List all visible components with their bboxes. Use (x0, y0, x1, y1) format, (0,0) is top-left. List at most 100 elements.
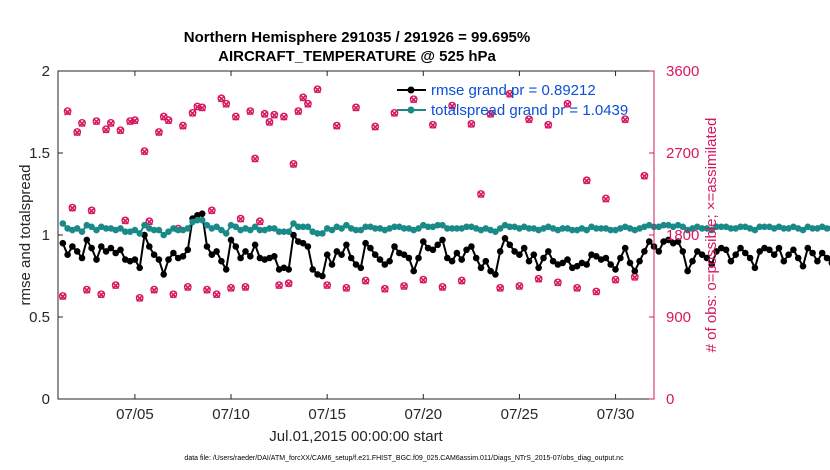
possible-obs-point-86 (640, 171, 649, 180)
assimilated-obs-point-72 (506, 90, 514, 98)
totalspread-point-51 (304, 223, 312, 231)
assimilated-obs-point-43 (265, 118, 274, 127)
possible-obs-point-52 (313, 85, 322, 94)
assimilated-obs-point-42 (261, 110, 269, 118)
possible-obs-point-7 (92, 117, 101, 126)
series-assimilated-obs (59, 86, 648, 302)
rmse-point-0 (59, 239, 67, 247)
rmse-point-78 (434, 241, 442, 249)
totalspread-point-125 (660, 221, 667, 229)
totalspread-point-45 (275, 228, 283, 235)
assimilated-obs-point-82 (602, 195, 610, 203)
possible-obs-point-33 (217, 94, 226, 103)
rmse-point-4 (78, 254, 86, 262)
series-possible-obs (58, 85, 649, 302)
possible-obs-point-65 (438, 283, 447, 291)
rmse-point-98 (530, 251, 538, 258)
rmse-point-20 (155, 256, 163, 263)
assimilated-obs-point-79 (573, 284, 581, 292)
rmse-point-83 (458, 256, 466, 263)
possible-obs-point-22 (164, 116, 173, 125)
possible-obs-point-56 (352, 103, 360, 112)
possible-obs-point-41 (255, 217, 264, 226)
assimilated-obs-point-1 (64, 108, 72, 116)
possible-obs-point-40 (251, 154, 259, 163)
rmse-point-77 (429, 246, 437, 254)
assimilated-obs-point-5 (83, 286, 91, 294)
rmse-point-90 (492, 271, 499, 278)
assimilated-obs-point-2 (68, 204, 76, 212)
totalspread-point-84 (463, 223, 470, 231)
rmse-point-73 (410, 267, 418, 275)
y-left-axis-ticks: 0 0.5 1 1.5 2 (29, 63, 63, 408)
assimilated-obs-point-59 (381, 285, 389, 293)
possible-obs-point-79 (573, 283, 581, 292)
totalspread-point-82 (453, 225, 461, 232)
possible-obs-point-5 (82, 285, 91, 294)
possible-obs-point-21 (159, 112, 168, 121)
assimilated-obs-point-55 (342, 284, 350, 292)
possible-obs-point-54 (332, 121, 341, 130)
rmse-point-86 (472, 254, 480, 262)
assimilated-obs-point-49 (294, 107, 302, 116)
rmse-point-58 (338, 251, 345, 258)
possible-obs-point-57 (361, 276, 370, 285)
rmse-point-65 (371, 251, 379, 258)
totalspread-point-135 (708, 226, 715, 234)
rmse-point-59 (343, 241, 350, 249)
series-totalspread (59, 216, 830, 239)
possible-obs-point-4 (78, 119, 86, 127)
rmse-point-57 (333, 248, 341, 255)
possible-obs-point-30 (203, 285, 211, 294)
rmse-point-80 (444, 254, 451, 262)
assimilated-obs-point-74 (525, 116, 533, 124)
rmse-point-122 (645, 238, 653, 245)
rmse-point-91 (496, 248, 504, 255)
totalspread-point-156 (809, 225, 816, 232)
rmse-point-15 (131, 256, 139, 263)
totalspread-point-111 (593, 225, 600, 232)
possible-obs-point-34 (222, 99, 231, 108)
totalspread-point-58 (338, 225, 345, 232)
totalspread-point-59 (343, 221, 350, 229)
assimilated-obs-point-57 (362, 277, 370, 285)
assimilated-obs-point-66 (448, 102, 456, 110)
rmse-point-132 (694, 248, 701, 255)
y-right-axis-ticks: 0 900 1800 2700 3600 (649, 63, 699, 408)
possible-obs-point-35 (227, 283, 235, 292)
assimilated-obs-point-19 (150, 286, 158, 294)
y-left-axis-label: rmse and totalspread (17, 165, 34, 306)
assimilated-obs-point-3 (73, 128, 81, 137)
totalspread-point-141 (737, 223, 744, 231)
possible-obs-point-37 (236, 214, 245, 223)
y-left-tick-label-1: 0.5 (29, 309, 50, 326)
rmse-point-52 (309, 266, 317, 273)
rmse-point-119 (631, 267, 639, 275)
rmse-point-115 (612, 266, 619, 273)
totalspread-point-36 (232, 223, 240, 231)
rmse-point-69 (391, 243, 398, 250)
rmse-point-87 (477, 264, 485, 272)
chart-title-line2: AIRCRAFT_TEMPERATURE @ 525 hPa (218, 48, 496, 65)
rmse-point-63 (362, 239, 369, 247)
assimilated-obs-point-45 (275, 282, 283, 290)
rmse-point-23 (170, 249, 177, 257)
rmse-point-56 (328, 261, 336, 268)
rmse-point-100 (540, 254, 547, 262)
legend-spread-label: totalspread grand pr = 1.0439 (431, 102, 628, 119)
rmse-point-104 (559, 259, 566, 267)
footer-data-file: data file: /Users/raeder/DAI/ATM_forcXX/… (184, 455, 624, 462)
assimilated-obs-point-21 (160, 113, 168, 121)
y-left-tick-label-0: 0 (42, 391, 50, 408)
rmse-point-81 (448, 257, 456, 265)
rmse-point-140 (732, 251, 739, 258)
assimilated-obs-point-62 (410, 96, 418, 104)
assimilated-obs-point-20 (155, 128, 163, 137)
y-left-tick-label-2: 1 (42, 227, 50, 244)
rmse-point-60 (347, 254, 355, 262)
rmse-point-130 (684, 267, 691, 275)
possible-obs-point-45 (275, 281, 283, 290)
possible-obs-point-38 (241, 283, 250, 291)
possible-obs-point-10 (106, 119, 115, 127)
